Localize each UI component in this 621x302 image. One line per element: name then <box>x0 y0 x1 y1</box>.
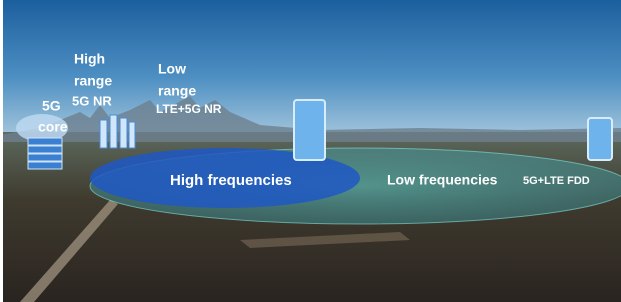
label: core <box>38 119 68 135</box>
label: range <box>158 83 196 99</box>
label: 5G+LTE FDD <box>523 175 590 187</box>
label: High <box>74 51 105 67</box>
scene: High range 5G NR Low range LTE+5G NR 5G … <box>0 0 621 302</box>
label: range <box>74 73 112 89</box>
label: High frequencies <box>170 172 292 189</box>
label: 5G <box>42 98 61 114</box>
label: Low frequencies <box>387 172 498 188</box>
label: Low <box>158 61 186 77</box>
label: 5G NR <box>72 93 112 108</box>
page: {"labels": { "high_range": ["High", "ran… <box>0 0 621 302</box>
label: LTE+5G NR <box>156 102 222 116</box>
